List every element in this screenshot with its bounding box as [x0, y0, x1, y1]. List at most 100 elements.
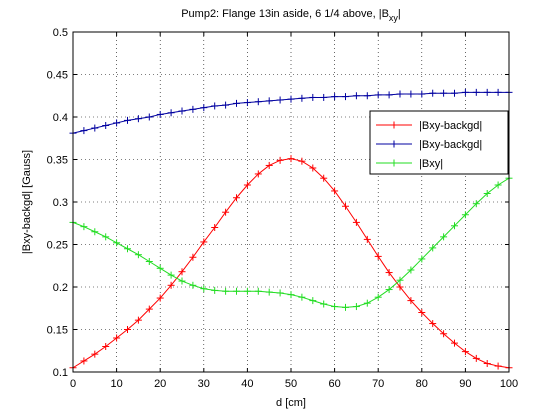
data-point-marker — [211, 102, 219, 110]
data-point-marker — [451, 89, 458, 97]
data-point-marker — [320, 174, 328, 182]
data-point-marker — [156, 264, 164, 272]
data-point-marker — [102, 122, 110, 129]
data-point-marker — [189, 105, 197, 113]
data-point-marker — [451, 222, 458, 230]
data-point-marker — [363, 299, 371, 307]
y-tick-label: 0.25 — [47, 240, 68, 252]
data-point-marker — [178, 268, 186, 276]
data-point-marker — [276, 96, 284, 104]
data-point-marker — [178, 107, 186, 115]
x-tick-label: 40 — [241, 378, 253, 390]
data-point-marker — [429, 320, 437, 328]
data-point-marker — [91, 228, 99, 236]
data-point-marker — [309, 93, 317, 101]
y-tick-label: 0.5 — [53, 27, 68, 39]
data-point-marker — [374, 293, 382, 301]
data-point-marker — [320, 300, 328, 308]
x-tick-label: 20 — [154, 378, 166, 390]
data-point-marker — [440, 330, 448, 338]
data-point-marker — [483, 360, 491, 367]
data-point-marker — [342, 93, 349, 101]
data-point-marker — [134, 316, 142, 324]
data-point-marker — [91, 124, 99, 132]
data-point-marker — [189, 281, 197, 289]
legend-item: |Bxy-backgd| — [376, 139, 482, 151]
legend-item: |Bxy-backgd| — [376, 120, 482, 132]
data-point-marker — [156, 110, 164, 118]
data-point-marker — [342, 303, 349, 311]
data-point-marker — [396, 283, 404, 291]
y-tick-label: 0.4 — [53, 112, 68, 124]
data-point-marker — [483, 88, 491, 96]
data-point-marker — [385, 286, 393, 294]
data-point-marker — [298, 94, 306, 102]
data-point-marker — [418, 90, 426, 98]
data-point-marker — [429, 244, 437, 252]
data-point-marker — [243, 99, 251, 107]
data-point-marker — [472, 88, 480, 96]
data-point-marker — [156, 294, 164, 302]
data-point-marker — [374, 252, 382, 260]
chart-title-subscript: xy — [389, 13, 399, 23]
data-point-marker — [363, 235, 371, 243]
x-tick-label: 10 — [110, 378, 122, 390]
data-point-marker — [396, 90, 404, 98]
data-point-marker — [113, 334, 121, 342]
data-point-marker — [309, 297, 317, 305]
data-point-marker — [276, 156, 284, 164]
data-point-marker — [407, 297, 415, 305]
data-point-marker — [167, 271, 175, 279]
data-point-marker — [440, 233, 448, 241]
data-point-marker — [352, 303, 360, 311]
data-point-marker — [429, 89, 437, 97]
data-point-marker — [222, 208, 230, 216]
y-tick-label: 0.3 — [53, 197, 68, 209]
data-point-marker — [385, 91, 393, 99]
legend-label: |Bxy-backgd| — [419, 120, 482, 132]
data-point-marker — [331, 303, 339, 311]
y-tick-label: 0.1 — [53, 367, 68, 379]
x-tick-label: 90 — [459, 378, 471, 390]
legend: |Bxy-backgd| |Bxy-backgd| |Bxy| — [369, 110, 509, 175]
data-point-marker — [145, 305, 153, 313]
data-point-marker — [287, 95, 295, 103]
data-point-marker — [254, 98, 262, 106]
data-point-marker — [287, 291, 295, 299]
data-point-marker — [134, 251, 142, 259]
data-point-marker — [451, 339, 458, 347]
data-point-marker — [472, 200, 480, 208]
data-point-marker — [461, 211, 469, 219]
data-point-marker — [222, 101, 230, 109]
data-point-marker — [254, 287, 262, 295]
legend-label: |Bxy| — [419, 158, 443, 170]
data-point-marker — [80, 357, 88, 365]
data-point-marker — [113, 119, 121, 127]
data-point-marker — [418, 255, 426, 263]
data-point-marker — [265, 161, 273, 169]
data-point-marker — [222, 287, 230, 295]
data-point-marker — [472, 354, 480, 362]
data-point-marker — [331, 187, 339, 195]
axis-ticks: 0 10 20 30 40 50 60 70 80 90 100 0.1 0.15 0.2 0.25 0.3 0… — [47, 27, 519, 390]
x-tick-label: 70 — [372, 378, 384, 390]
data-point-marker — [167, 281, 175, 289]
data-point-marker — [233, 194, 240, 202]
data-point-marker — [102, 233, 110, 241]
data-point-marker — [342, 202, 349, 210]
x-tick-label: 0 — [70, 378, 76, 390]
data-point-marker — [91, 350, 99, 358]
series-group — [69, 88, 513, 372]
data-point-marker — [102, 343, 110, 350]
chart-title-end: | — [398, 8, 401, 20]
y-axis-label: |Bxy-backgd| [Gauss] — [21, 150, 33, 254]
data-point-marker — [145, 258, 153, 265]
data-point-marker — [189, 253, 197, 261]
data-point-marker — [178, 277, 186, 285]
data-point-marker — [200, 104, 208, 112]
data-point-marker — [243, 287, 251, 295]
y-tick-label: 0.15 — [47, 325, 68, 337]
data-point-marker — [211, 286, 219, 294]
data-point-marker — [461, 88, 469, 96]
data-point-marker — [298, 157, 306, 165]
